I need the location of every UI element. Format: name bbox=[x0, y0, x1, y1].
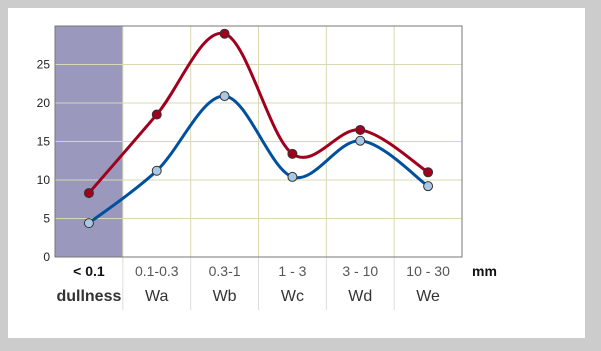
x-tick-label: 0.3-1 bbox=[209, 263, 241, 279]
x-tick-label: < 0.1 bbox=[73, 263, 105, 279]
y-tick-label: 15 bbox=[37, 135, 51, 149]
x-sub-label: Wd bbox=[348, 288, 372, 305]
chart: 0 5 10 15 20 25 < 0.1 0.1-0.3 0.3-1 1 - 3 3 - 10 10… bbox=[37, 25, 497, 310]
y-tick-label: 5 bbox=[43, 212, 50, 226]
series-1-point bbox=[151, 109, 162, 120]
series-2-point bbox=[83, 218, 94, 229]
series-1-point bbox=[287, 148, 298, 159]
chart-panel: 0 5 10 15 20 25 < 0.1 0.1-0.3 0.3-1 1 - 3 3 - 10 10… bbox=[8, 8, 585, 338]
series-2-point bbox=[287, 171, 298, 182]
series-2-point bbox=[355, 135, 366, 146]
plot-border bbox=[54, 25, 463, 258]
x-sub-label: We bbox=[416, 288, 440, 305]
x-tick-label: 1 - 3 bbox=[278, 263, 306, 279]
x-tick-label: 10 - 30 bbox=[406, 263, 450, 279]
x-tick-label: 0.1-0.3 bbox=[135, 263, 179, 279]
x-sub-label: Wa bbox=[145, 288, 169, 305]
series-2-point bbox=[423, 181, 434, 192]
series-1-point bbox=[219, 28, 230, 39]
y-tick-label: 0 bbox=[43, 250, 50, 264]
series-1-point bbox=[83, 188, 94, 199]
x-sub-label: Wb bbox=[213, 288, 237, 305]
x-sub-label: Wc bbox=[281, 288, 304, 305]
x-unit-label: mm bbox=[472, 263, 497, 279]
series-2-point bbox=[151, 165, 162, 176]
y-tick-label: 20 bbox=[37, 96, 51, 110]
y-tick-label: 10 bbox=[37, 173, 51, 187]
x-sub-label: dullness bbox=[56, 288, 121, 305]
x-tick-label: 3 - 10 bbox=[342, 263, 378, 279]
series-2-point bbox=[219, 91, 230, 102]
y-tick-label: 25 bbox=[37, 58, 51, 72]
series-1-point bbox=[355, 124, 366, 135]
series-1-point bbox=[423, 167, 434, 178]
